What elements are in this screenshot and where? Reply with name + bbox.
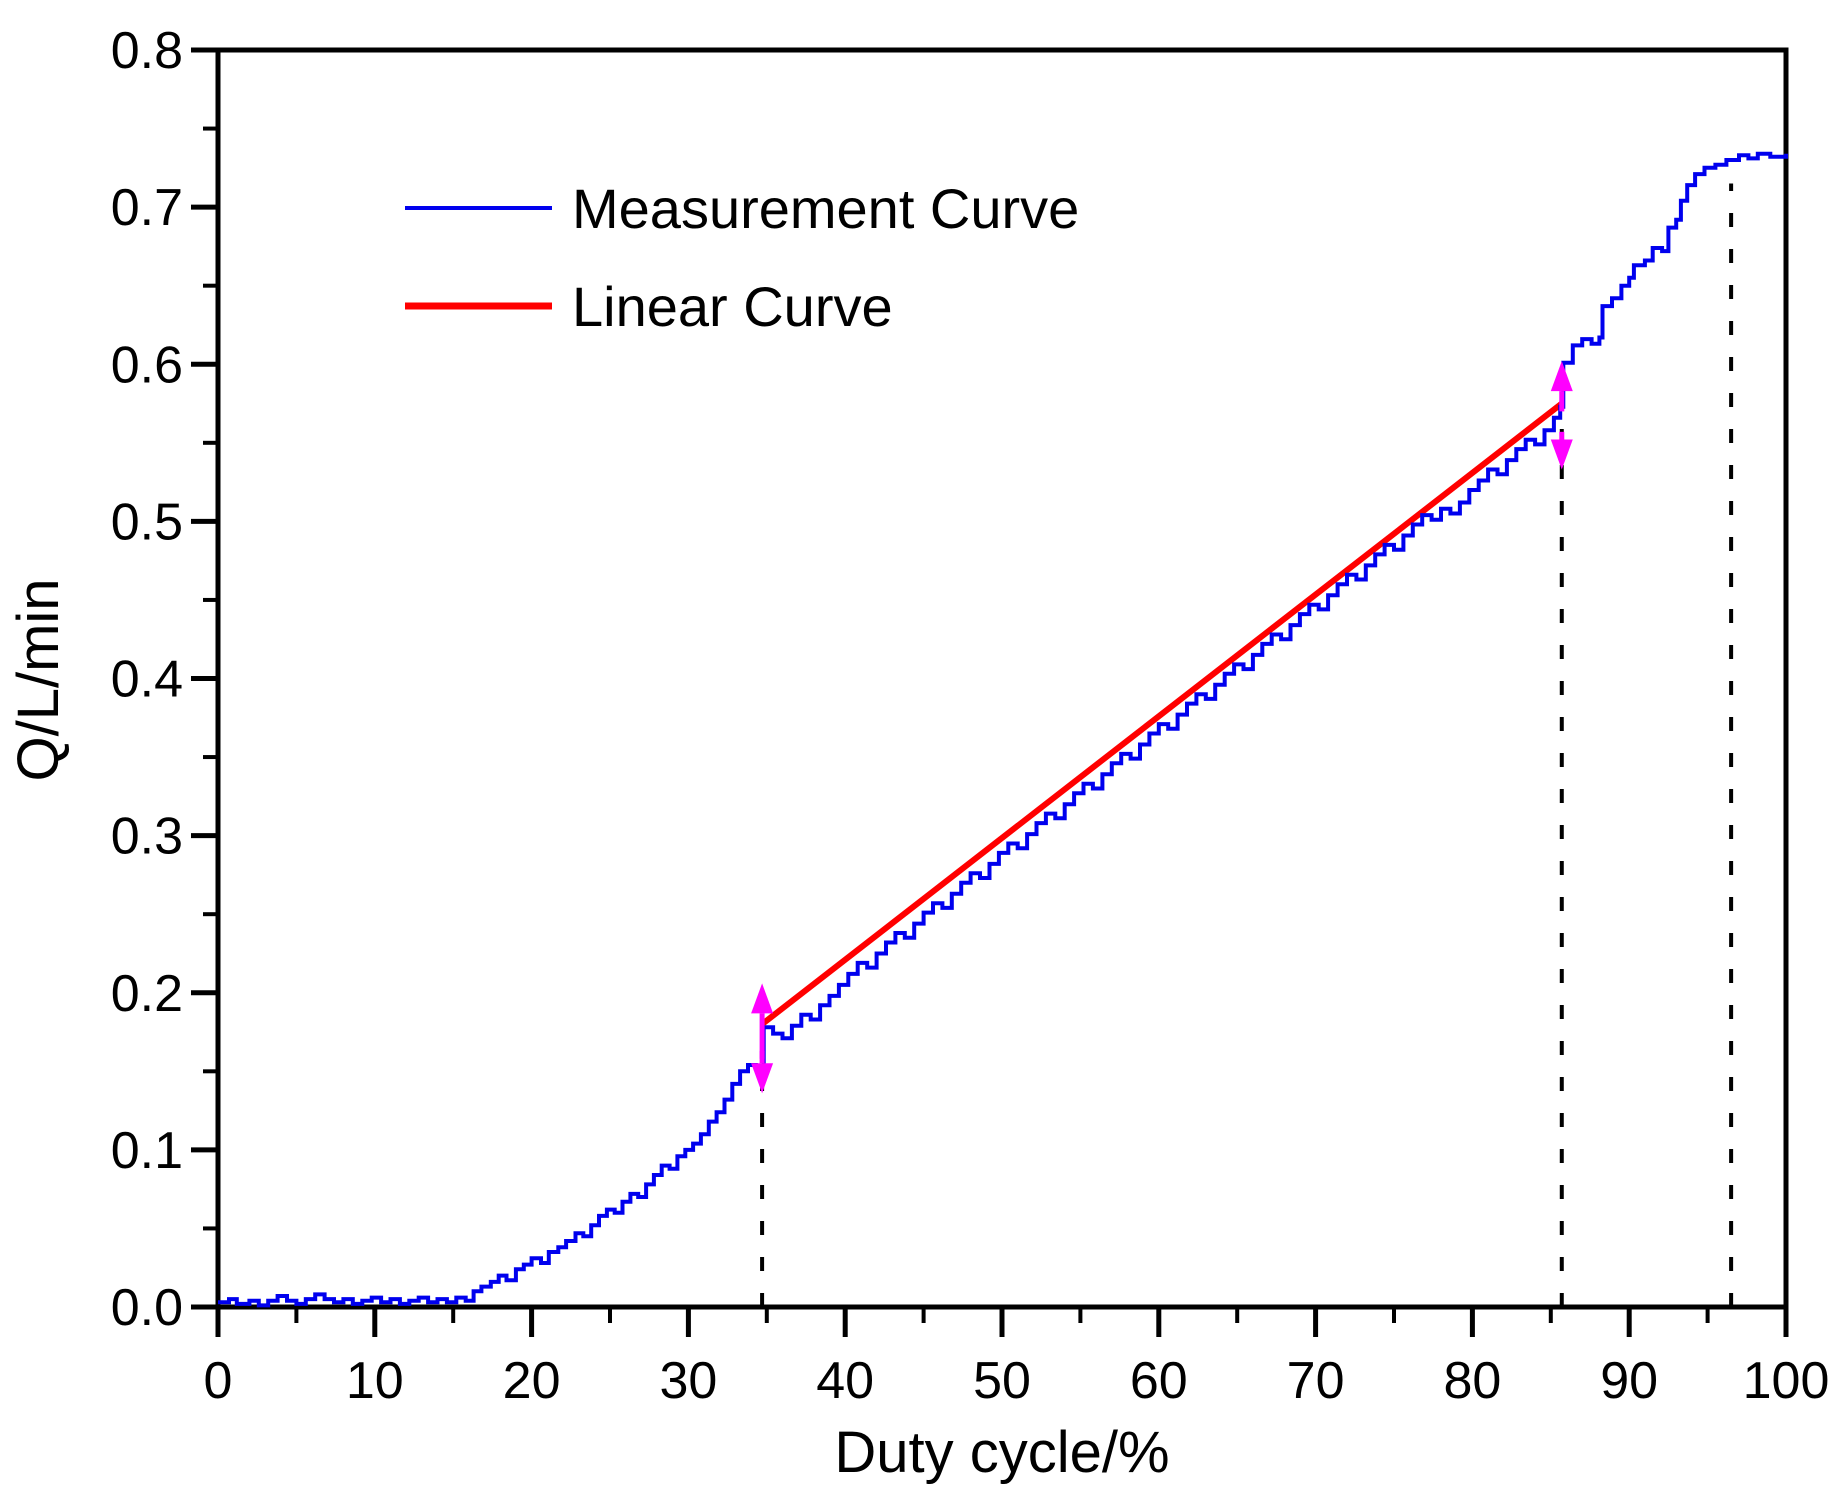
y-tick-label: 0.4 xyxy=(111,651,183,709)
y-axis-title: Q/L/min xyxy=(6,578,71,781)
x-axis-tick-labels: 0 10 20 30 40 50 60 70 80 90 100 xyxy=(204,1352,1830,1410)
y-tick-label: 0.8 xyxy=(111,22,183,80)
legend: Measurement Curve Linear Curve xyxy=(405,177,1079,338)
y-tick-label: 0.6 xyxy=(111,336,183,394)
deviation-arrow-head xyxy=(751,1063,774,1094)
y-axis-ticks xyxy=(191,47,218,1310)
legend-linear-label: Linear Curve xyxy=(572,275,893,338)
x-tick-label: 0 xyxy=(204,1352,233,1410)
measurement-curve-path xyxy=(218,151,1788,1308)
linear-curve-line xyxy=(760,401,1564,1027)
x-axis-title: Duty cycle/% xyxy=(834,1420,1169,1485)
x-tick-label: 20 xyxy=(503,1352,561,1410)
x-tick-label: 60 xyxy=(1130,1352,1188,1410)
x-tick-label: 100 xyxy=(1743,1352,1830,1410)
y-tick-label: 0.0 xyxy=(111,1279,183,1337)
legend-measurement-label: Measurement Curve xyxy=(572,177,1079,240)
x-tick-label: 80 xyxy=(1443,1352,1501,1410)
dashed-guides xyxy=(760,183,1734,1307)
deviation-arrow-head xyxy=(751,983,774,1014)
x-tick-label: 30 xyxy=(659,1352,717,1410)
linear-curve xyxy=(760,401,1564,1027)
y-tick-label: 0.2 xyxy=(111,965,183,1023)
x-tick-label: 40 xyxy=(816,1352,874,1410)
deviation-arrow-head xyxy=(1550,439,1573,470)
y-tick-label: 0.7 xyxy=(111,179,183,237)
x-axis-ticks xyxy=(215,1307,1789,1337)
y-tick-label: 0.1 xyxy=(111,1122,183,1180)
x-tick-label: 50 xyxy=(973,1352,1031,1410)
measurement-curve xyxy=(218,151,1788,1308)
x-tick-label: 10 xyxy=(346,1352,404,1410)
y-tick-label: 0.5 xyxy=(111,493,183,551)
x-tick-label: 90 xyxy=(1600,1352,1658,1410)
x-tick-label: 70 xyxy=(1287,1352,1345,1410)
deviation-arrow-head xyxy=(1550,361,1573,392)
y-tick-label: 0.3 xyxy=(111,808,183,866)
y-axis-tick-labels: 0.0 0.1 0.2 0.3 0.4 0.5 0.6 0.7 0.8 xyxy=(111,22,183,1337)
deviation-arrows xyxy=(751,361,1573,1094)
